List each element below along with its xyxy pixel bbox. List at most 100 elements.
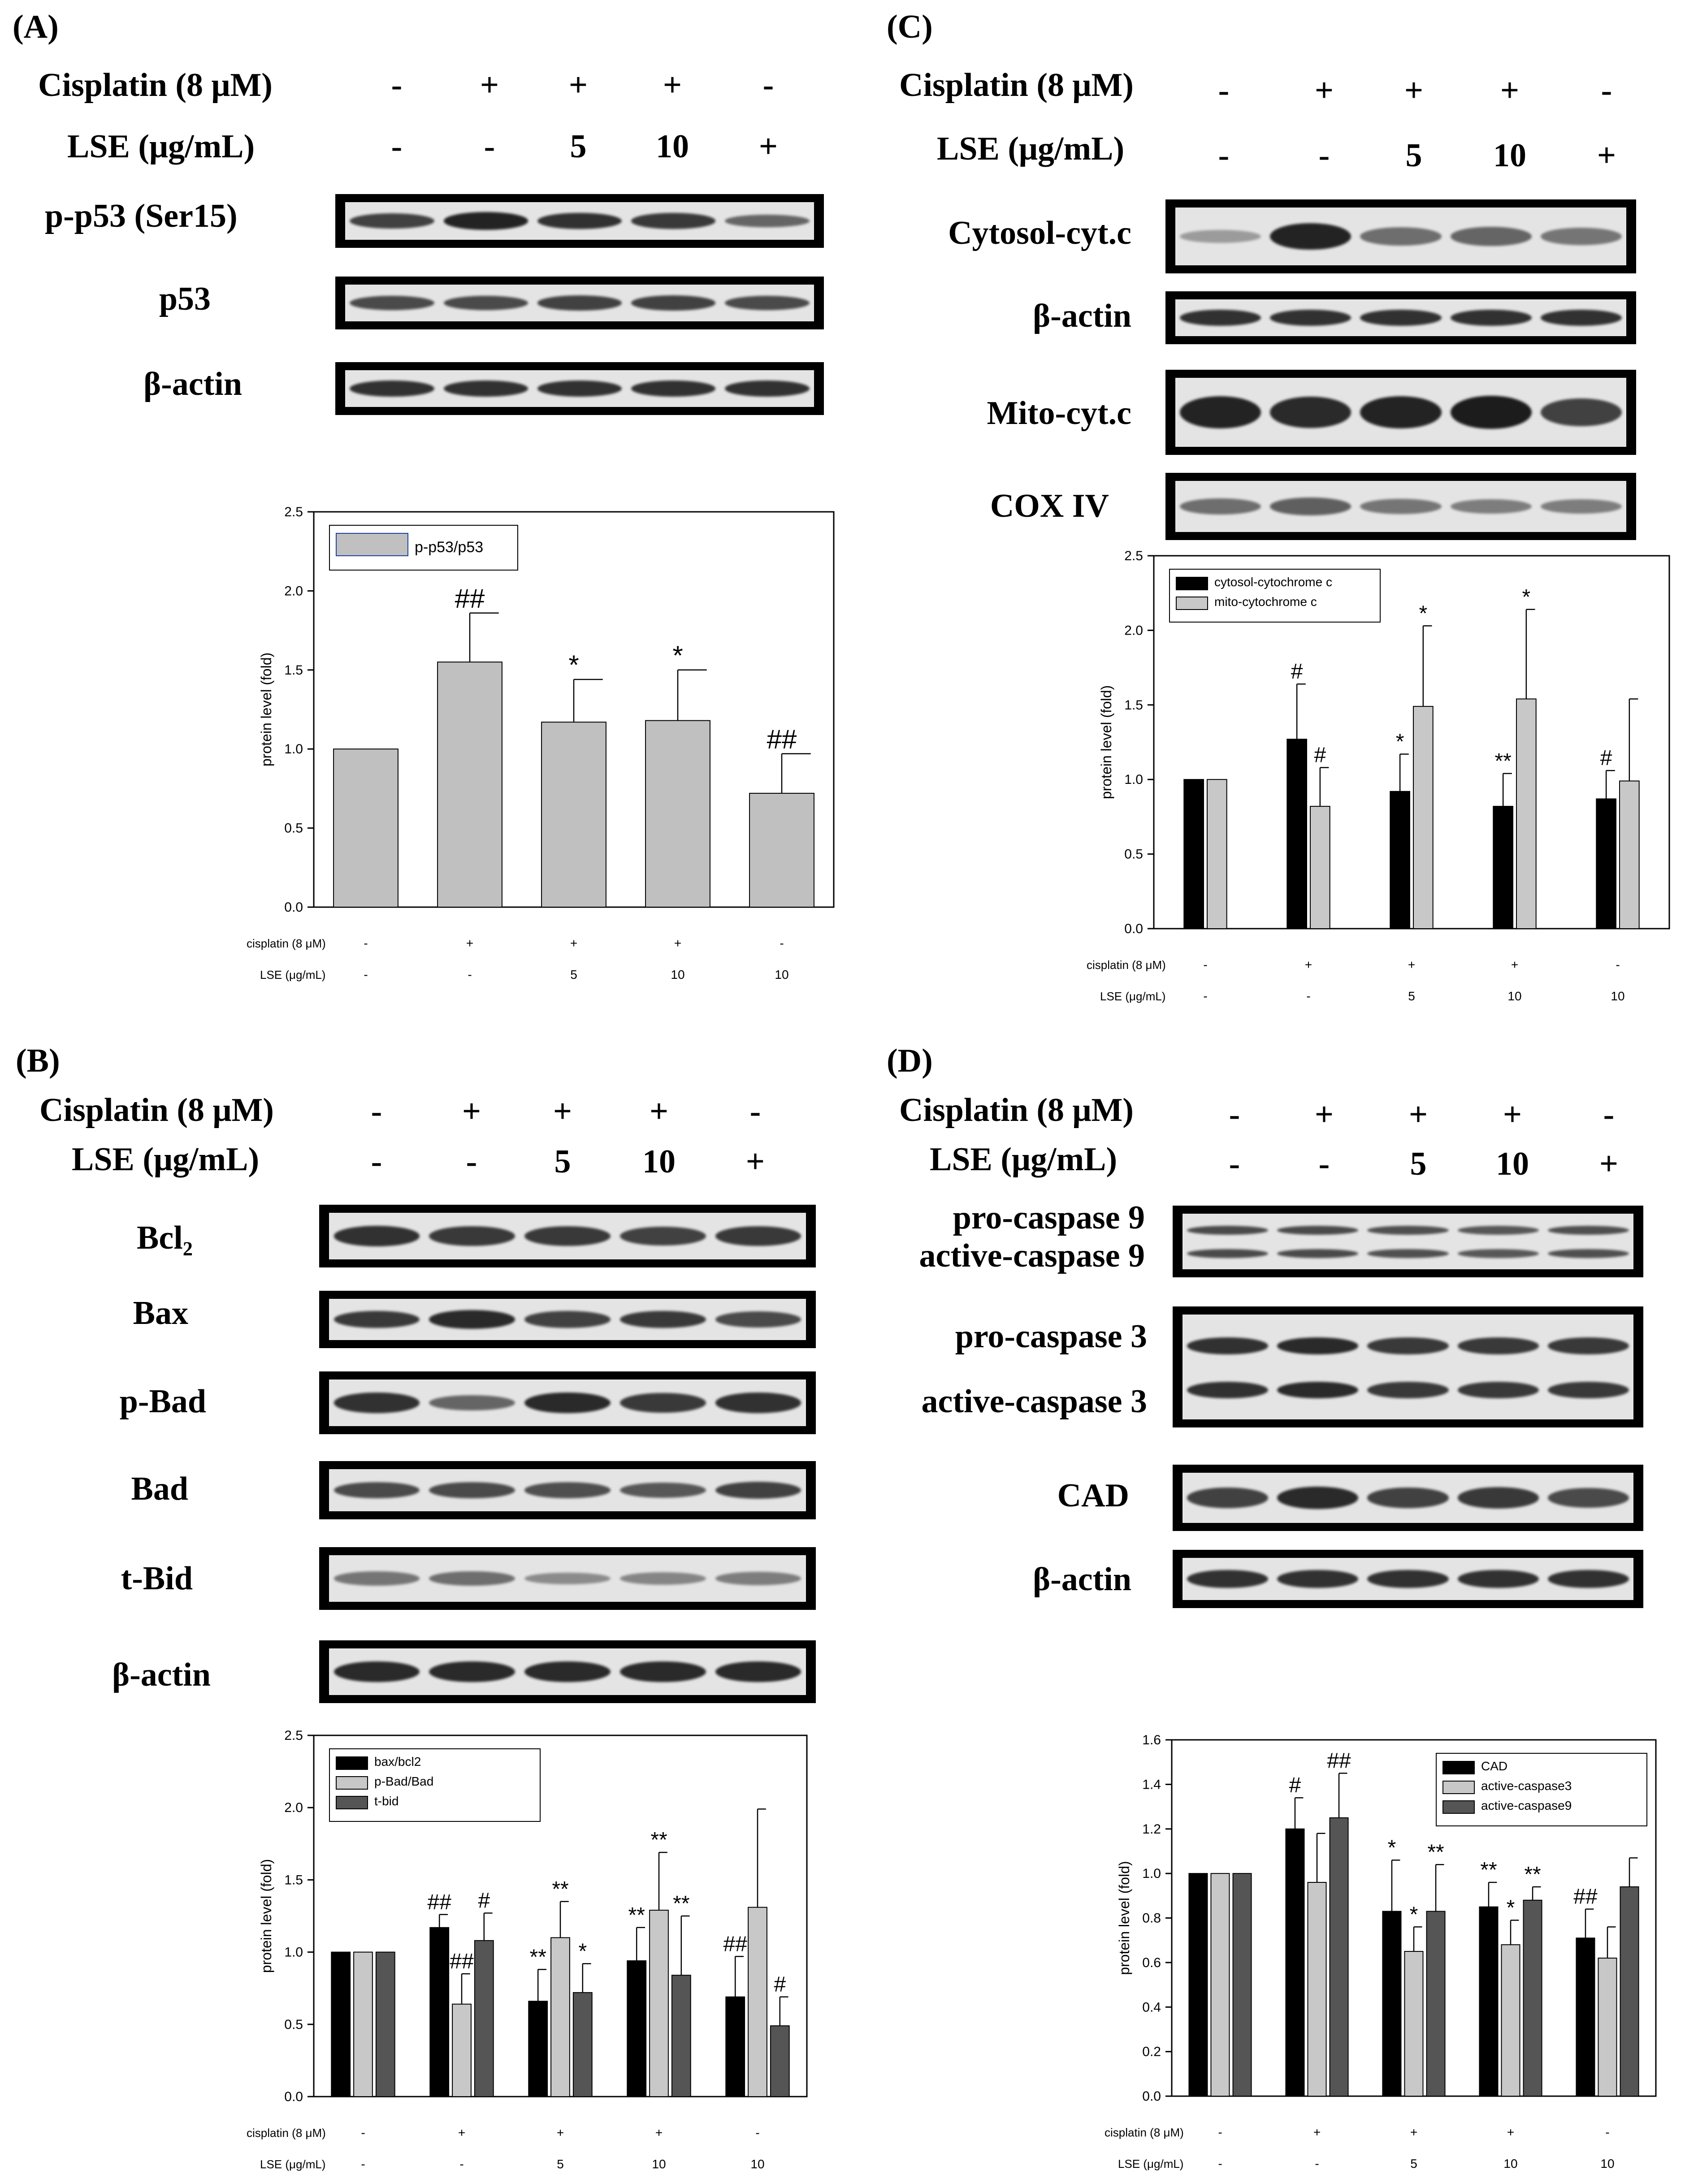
significance-mark: ** <box>530 1945 546 1969</box>
significance-mark: * <box>1522 585 1531 609</box>
blot-p-bad <box>319 1371 816 1434</box>
y-tick-label: 0.5 <box>284 2017 303 2032</box>
y-tick-label: 1.2 <box>1142 1822 1161 1837</box>
blot-band <box>1367 1337 1449 1354</box>
blot-cad <box>1173 1465 1643 1531</box>
blot-beta-actin <box>1165 291 1636 344</box>
blot-band <box>1277 1381 1359 1399</box>
lse-sym-4: 10 <box>1493 137 1526 174</box>
legend-swatch <box>1442 1781 1475 1794</box>
bar <box>1188 1873 1208 2097</box>
legend-label: mito-cytochrome c <box>1214 595 1317 609</box>
blot-band <box>1547 1570 1629 1588</box>
significance-mark: # <box>1314 744 1326 767</box>
blot-band <box>1457 1337 1539 1354</box>
blot-band <box>1360 498 1442 515</box>
blot-band <box>334 1393 420 1413</box>
y-tick-label: 0.0 <box>1124 921 1143 936</box>
blot-band <box>1277 1486 1359 1509</box>
blot-band <box>725 296 810 310</box>
bar <box>572 1992 593 2098</box>
blot-band <box>429 1310 515 1329</box>
blot-cox-iv <box>1165 473 1636 540</box>
blot-band <box>1450 499 1532 514</box>
bar <box>749 792 814 908</box>
blot-band <box>1457 1249 1539 1259</box>
blot-band <box>1187 1381 1269 1399</box>
blot-bax <box>319 1291 816 1348</box>
cisplatin-sym-4: + <box>1500 72 1520 109</box>
bar <box>331 1951 351 2097</box>
blot-label: active-caspase 9 <box>919 1237 1145 1274</box>
blot-band <box>1540 398 1622 427</box>
significance-mark: ** <box>1524 1863 1541 1886</box>
blot-band <box>631 213 716 229</box>
blot-band <box>334 1310 420 1328</box>
significance-mark: * <box>672 640 683 670</box>
x-tick-label: - <box>780 936 784 950</box>
x-tick-label: - <box>364 936 368 950</box>
cisplatin-sym-1: - <box>1218 72 1230 109</box>
blot-membrane <box>1175 208 1626 265</box>
blot-label: β-actin <box>112 1656 211 1693</box>
significance-mark: * <box>1419 601 1428 625</box>
blot-band <box>537 295 622 311</box>
blot-band <box>537 381 622 397</box>
y-tick-label: 2.5 <box>1124 549 1143 563</box>
cisplatin-sym-2: + <box>1314 72 1334 109</box>
x-row-label: cisplatin (8 μM) <box>247 2126 326 2140</box>
x-tick-label: - <box>468 968 472 982</box>
significance-mark: * <box>1396 730 1404 754</box>
blot-band <box>1277 1249 1359 1259</box>
blot-membrane <box>329 1299 806 1340</box>
x-tick-label: 10 <box>1507 989 1521 1003</box>
blot-band <box>1277 1226 1359 1235</box>
blot-band <box>620 1572 706 1585</box>
significance-mark: * <box>578 1939 587 1963</box>
y-axis-label: protein level (fold) <box>258 1859 274 1973</box>
blot-band <box>1187 1570 1269 1588</box>
bar <box>1523 1899 1542 2097</box>
blot-label: active-caspase 3 <box>921 1383 1147 1420</box>
cisplatin-sym-2: + <box>462 1093 481 1130</box>
legend-swatch <box>336 1796 368 1809</box>
blot-band <box>1270 497 1351 515</box>
bar <box>1232 1873 1252 2097</box>
cisplatin-sym-3: + <box>1404 72 1424 109</box>
panel-b: (B) Cisplatin (8 μM) LSE (μg/mL) - + + +… <box>0 1040 849 2184</box>
significance-mark: ** <box>1494 749 1511 773</box>
lse-sym-5: + <box>758 128 778 165</box>
cisplatin-sym-3: + <box>553 1093 572 1130</box>
significance-mark: ## <box>1327 1749 1351 1773</box>
bar <box>1493 806 1514 929</box>
blot-band <box>443 296 528 310</box>
cisplatin-sym-1: - <box>391 67 403 104</box>
blot-membrane <box>1175 299 1626 336</box>
panel-label: (A) <box>13 9 59 45</box>
cisplatin-label: Cisplatin (8 μM) <box>899 67 1134 104</box>
blot-mito-cyt-c <box>1165 370 1636 455</box>
x-tick-label: + <box>1408 958 1415 972</box>
significance-mark: # <box>774 1973 786 1997</box>
significance-mark: ## <box>723 1932 748 1956</box>
y-axis-label: protein level (fold) <box>258 653 274 766</box>
cisplatin-sym-5: - <box>749 1093 761 1130</box>
blot-band <box>334 1226 420 1246</box>
blot-membrane <box>329 1648 806 1695</box>
blot-beta-actin <box>335 362 824 415</box>
blot-band <box>715 1572 801 1585</box>
blot-membrane <box>1175 481 1626 532</box>
bar <box>1619 780 1640 929</box>
x-tick-label: 10 <box>1600 2157 1614 2171</box>
blot-band <box>350 381 434 397</box>
bar <box>541 722 606 908</box>
blot-band <box>1547 1337 1629 1354</box>
blot-band <box>429 1395 515 1411</box>
bar <box>353 1951 373 2097</box>
x-tick-label: - <box>1605 2125 1609 2139</box>
x-tick-label: - <box>361 2126 365 2140</box>
significance-mark: ## <box>1573 1885 1598 1909</box>
bar <box>1307 1882 1327 2097</box>
x-row-label: cisplatin (8 μM) <box>1087 958 1166 972</box>
panel-d: (D) Cisplatin (8 μM) LSE (μg/mL) - + + +… <box>849 1040 1698 2184</box>
